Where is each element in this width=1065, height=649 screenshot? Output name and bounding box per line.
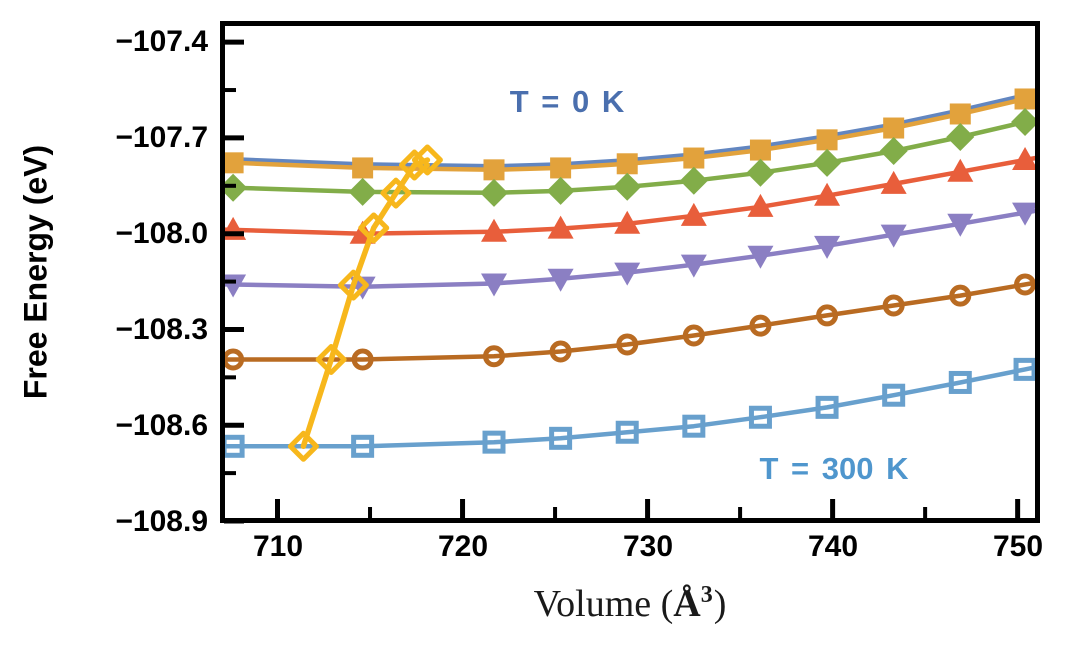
marker-diamond	[813, 148, 842, 177]
marker-circle-open	[882, 294, 905, 317]
y-tick-label: −108.6	[115, 409, 208, 442]
marker-triangle-down	[614, 262, 641, 286]
y-tick-label: −107.4	[115, 25, 208, 58]
marker-square-open	[815, 395, 839, 419]
x-tick-label: 720	[437, 530, 489, 563]
marker-diamond-open	[411, 144, 443, 176]
marker-diamond	[746, 158, 775, 187]
free-energy-curve-6-line	[224, 280, 1036, 362]
marker-diamond	[480, 178, 508, 207]
marker-square	[616, 153, 638, 175]
marker-circle-open	[483, 345, 505, 368]
marker-diamond-open	[380, 177, 412, 209]
marker-square	[816, 129, 838, 151]
marker-circle-open	[949, 284, 972, 307]
marker-diamond-open	[315, 343, 347, 375]
marker-circle-open	[351, 348, 374, 371]
marker-circle-open	[682, 324, 705, 347]
marker-diamond	[613, 172, 642, 201]
x-axis-title-close: )	[713, 583, 727, 625]
x-tick-label: 710	[252, 530, 304, 563]
marker-square	[949, 103, 971, 125]
marker-triangle-up	[614, 210, 641, 234]
marker-triangle-down	[680, 254, 707, 278]
marker-circle-open	[816, 304, 839, 327]
marker-square	[1014, 88, 1036, 110]
marker-square	[352, 157, 374, 179]
x-axis-title: Volume (Å3)	[534, 582, 727, 626]
marker-square-open	[1013, 357, 1036, 381]
marker-triangle-down	[880, 224, 907, 248]
marker-diamond-open	[358, 212, 390, 244]
marker-square-open	[615, 420, 639, 444]
marker-circle-open	[749, 314, 772, 337]
marker-diamond	[348, 177, 377, 206]
x-tick-label: 750	[992, 530, 1044, 563]
marker-triangle-up	[747, 193, 774, 217]
temperature-label-300K: T = 300 K	[759, 451, 909, 486]
temperature-label-0K: T = 0 K	[509, 84, 625, 119]
marker-square	[224, 152, 244, 174]
equilibrium-volume-locus-line	[300, 157, 431, 450]
marker-triangle-up	[481, 218, 507, 242]
marker-square-open	[748, 405, 772, 429]
marker-square-open	[882, 383, 906, 407]
marker-triangle-down	[481, 273, 507, 297]
angstrom-symbol: Å	[673, 583, 701, 625]
marker-square	[550, 157, 572, 179]
marker-triangle-down	[947, 213, 974, 237]
marker-square	[683, 147, 705, 169]
marker-square-open	[482, 430, 506, 454]
marker-triangle-down	[814, 235, 841, 259]
marker-triangle-up	[880, 170, 907, 194]
marker-square-open	[682, 414, 706, 438]
y-axis-title: Free Energy (eV)	[17, 144, 54, 400]
x-tick-label: 730	[622, 530, 674, 563]
marker-triangle-down	[747, 245, 774, 269]
marker-triangle-up	[1012, 146, 1036, 170]
marker-diamond-open	[287, 430, 319, 462]
marker-diamond	[546, 176, 575, 205]
y-tick-label: −108.9	[115, 505, 208, 538]
marker-diamond-open	[398, 149, 430, 181]
marker-triangle-up	[947, 158, 974, 182]
marker-diamond	[946, 122, 975, 151]
marker-square	[483, 159, 505, 181]
marker-diamond	[1011, 107, 1036, 136]
marker-triangle-down	[1012, 202, 1036, 226]
x-axis-title-text: Volume (	[533, 583, 674, 625]
plot-frame	[220, 21, 1040, 523]
free-energy-T300K-line	[224, 364, 1036, 449]
marker-square	[883, 117, 905, 139]
marker-square	[749, 139, 771, 161]
marker-diamond-open	[337, 269, 369, 301]
marker-circle-open	[616, 333, 639, 356]
angstrom-exponent: 3	[700, 582, 714, 608]
y-tick-label: −107.7	[115, 121, 208, 154]
y-tick-label: −108.3	[115, 313, 208, 346]
marker-square-open	[549, 426, 573, 450]
y-tick-label: −108.0	[115, 217, 208, 250]
marker-triangle-up	[547, 215, 574, 239]
marker-circle-open	[549, 340, 572, 363]
marker-square-open	[948, 370, 972, 394]
marker-triangle-up	[814, 182, 841, 206]
marker-circle-open	[1014, 273, 1036, 296]
marker-square-open	[351, 434, 375, 458]
marker-triangle-down	[547, 268, 574, 292]
marker-diamond	[879, 137, 908, 166]
x-tick-label: 740	[807, 530, 859, 563]
marker-diamond	[679, 166, 708, 195]
marker-triangle-up	[680, 202, 707, 226]
